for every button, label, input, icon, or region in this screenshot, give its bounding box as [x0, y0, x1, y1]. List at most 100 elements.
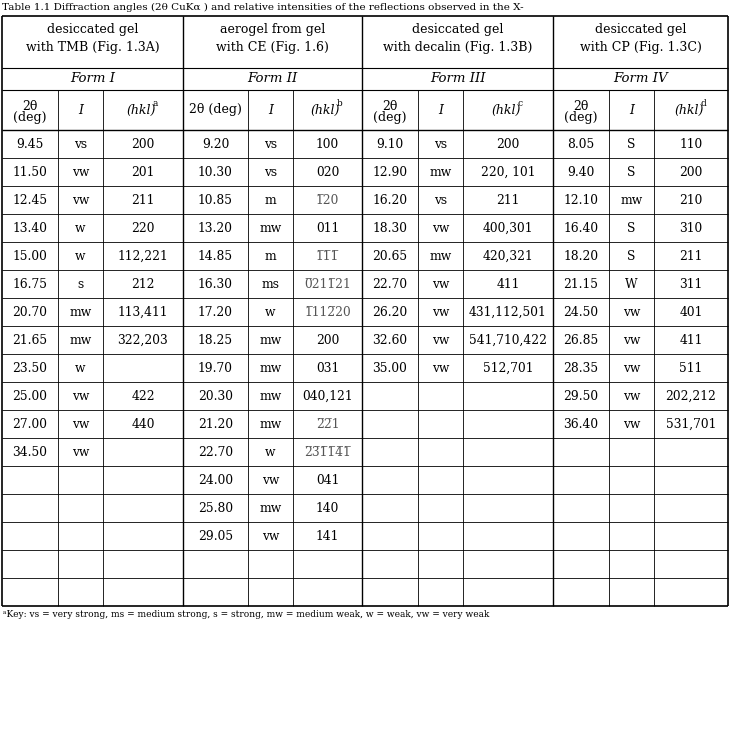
Text: 211: 211 [132, 193, 154, 207]
Text: 27.00: 27.00 [12, 417, 48, 431]
Text: 220, 101: 220, 101 [481, 165, 535, 179]
Text: c: c [517, 98, 523, 107]
Text: 1̅20: 1̅20 [316, 193, 339, 207]
Text: 200: 200 [496, 138, 520, 150]
Text: 34.50: 34.50 [12, 446, 48, 458]
Text: vw: vw [623, 362, 640, 374]
Text: 2θ: 2θ [573, 100, 589, 112]
Text: (hkl): (hkl) [126, 103, 156, 117]
Text: 0̅211̅21: 0̅211̅21 [304, 278, 351, 290]
Text: 21.65: 21.65 [12, 333, 48, 347]
Text: 431,112,501: 431,112,501 [469, 306, 547, 318]
Text: vs: vs [264, 138, 277, 150]
Text: 15.00: 15.00 [12, 249, 48, 263]
Text: Form III: Form III [430, 72, 485, 86]
Text: 110: 110 [679, 138, 703, 150]
Text: vw: vw [72, 446, 89, 458]
Text: desiccated gel: desiccated gel [412, 22, 503, 36]
Text: 511: 511 [679, 362, 703, 374]
Text: 011: 011 [316, 222, 339, 234]
Text: I: I [438, 103, 443, 117]
Text: 040,121: 040,121 [302, 390, 353, 403]
Text: 26.20: 26.20 [373, 306, 408, 318]
Text: 200: 200 [679, 165, 703, 179]
Text: 2θ: 2θ [22, 100, 37, 112]
Text: 16.40: 16.40 [564, 222, 598, 234]
Text: Form IV: Form IV [613, 72, 668, 86]
Text: W: W [625, 278, 638, 290]
Text: 23.50: 23.50 [12, 362, 48, 374]
Text: with CP (Fig. 1.3C): with CP (Fig. 1.3C) [580, 41, 701, 54]
Text: m: m [265, 249, 276, 263]
Text: mw: mw [620, 193, 642, 207]
Text: 16.30: 16.30 [198, 278, 233, 290]
Text: S: S [627, 165, 636, 179]
Text: b: b [337, 98, 343, 107]
Text: mw: mw [259, 390, 282, 403]
Text: 22.70: 22.70 [373, 278, 408, 290]
Text: vw: vw [623, 306, 640, 318]
Text: 420,321: 420,321 [483, 249, 534, 263]
Text: (deg): (deg) [564, 111, 598, 124]
Text: 12.10: 12.10 [564, 193, 598, 207]
Text: aerogel from gel: aerogel from gel [220, 22, 325, 36]
Text: mw: mw [259, 501, 282, 515]
Text: w: w [265, 446, 276, 458]
Text: ms: ms [262, 278, 279, 290]
Text: 202,212: 202,212 [666, 390, 717, 403]
Text: Table 1.1 Diffraction angles (2θ CuKα ) and relative intensities of the reflecti: Table 1.1 Diffraction angles (2θ CuKα ) … [2, 3, 523, 12]
Text: mw: mw [69, 306, 92, 318]
Text: 32.60: 32.60 [373, 333, 408, 347]
Text: 041: 041 [316, 473, 339, 487]
Text: vw: vw [431, 333, 449, 347]
Text: 1̅1̅1̅: 1̅1̅1̅ [316, 249, 339, 263]
Text: vs: vs [434, 193, 447, 207]
Text: mw: mw [259, 333, 282, 347]
Text: S: S [627, 249, 636, 263]
Text: w: w [75, 362, 86, 374]
Text: w: w [265, 306, 276, 318]
Text: Form I: Form I [70, 72, 115, 86]
Text: s: s [77, 278, 84, 290]
Text: vs: vs [264, 165, 277, 179]
Text: 1̅112̅20: 1̅112̅20 [304, 306, 351, 318]
Text: 29.05: 29.05 [198, 530, 233, 542]
Text: 440: 440 [132, 417, 155, 431]
Text: 531,701: 531,701 [666, 417, 716, 431]
Text: 411: 411 [496, 278, 520, 290]
Text: 220: 220 [132, 222, 155, 234]
Text: 112,221: 112,221 [118, 249, 168, 263]
Text: 18.20: 18.20 [564, 249, 598, 263]
Text: vw: vw [431, 222, 449, 234]
Text: 200: 200 [316, 333, 339, 347]
Text: 18.25: 18.25 [198, 333, 233, 347]
Text: (hkl): (hkl) [311, 103, 340, 117]
Text: 310: 310 [679, 222, 703, 234]
Text: 200: 200 [132, 138, 154, 150]
Text: 36.40: 36.40 [564, 417, 598, 431]
Text: I: I [78, 103, 83, 117]
Text: 21.15: 21.15 [564, 278, 598, 290]
Text: vw: vw [623, 390, 640, 403]
Text: 29.50: 29.50 [564, 390, 598, 403]
Text: vw: vw [431, 278, 449, 290]
Text: 28.35: 28.35 [564, 362, 598, 374]
Text: 12.90: 12.90 [373, 165, 408, 179]
Text: I: I [629, 103, 634, 117]
Text: mw: mw [69, 333, 92, 347]
Text: vw: vw [72, 417, 89, 431]
Text: 20.30: 20.30 [198, 390, 233, 403]
Text: 21.20: 21.20 [198, 417, 233, 431]
Text: 9.20: 9.20 [202, 138, 229, 150]
Text: 2̅3̅1̅1̅4̅1̅: 2̅3̅1̅1̅4̅1̅ [304, 446, 351, 458]
Text: 26.85: 26.85 [563, 333, 598, 347]
Text: 211: 211 [679, 249, 703, 263]
Text: 020: 020 [316, 165, 339, 179]
Text: 16.20: 16.20 [373, 193, 408, 207]
Text: Form II: Form II [248, 72, 298, 86]
Text: 10.30: 10.30 [198, 165, 233, 179]
Text: 20.70: 20.70 [12, 306, 48, 318]
Text: 212: 212 [132, 278, 155, 290]
Text: 140: 140 [316, 501, 339, 515]
Text: 12.45: 12.45 [12, 193, 48, 207]
